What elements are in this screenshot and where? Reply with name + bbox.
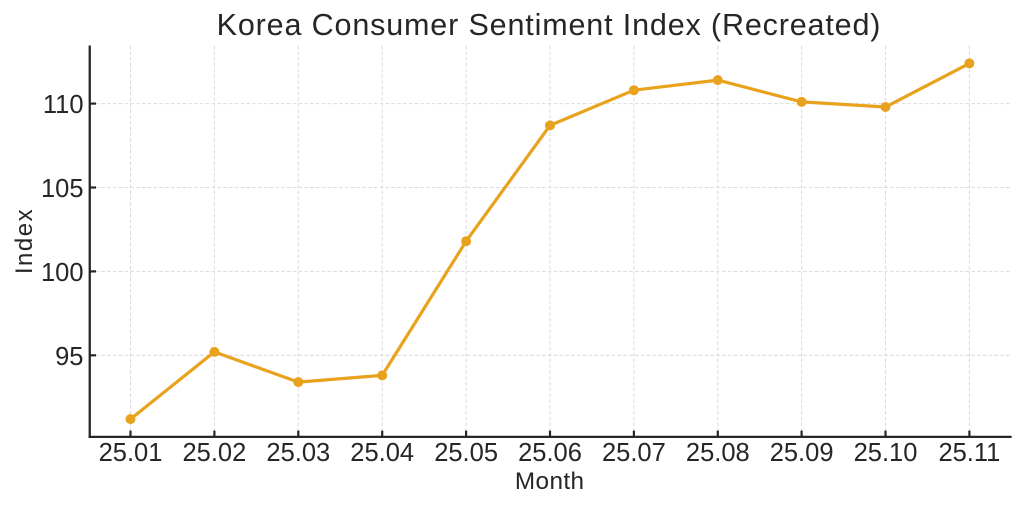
svg-text:25.04: 25.04	[350, 439, 414, 467]
svg-text:25.02: 25.02	[182, 439, 246, 467]
svg-text:25.06: 25.06	[518, 439, 582, 467]
svg-text:Korea Consumer Sentiment Index: Korea Consumer Sentiment Index (Recreate…	[217, 8, 882, 42]
svg-text:100: 100	[41, 259, 84, 287]
svg-text:25.07: 25.07	[602, 439, 666, 467]
svg-text:25.10: 25.10	[854, 439, 918, 467]
svg-text:25.09: 25.09	[770, 439, 834, 467]
svg-text:95: 95	[55, 343, 83, 371]
svg-text:25.05: 25.05	[434, 439, 498, 467]
svg-text:25.08: 25.08	[686, 439, 750, 467]
svg-text:Month: Month	[515, 468, 585, 495]
svg-text:25.03: 25.03	[266, 439, 330, 467]
svg-text:Index: Index	[11, 208, 38, 274]
svg-text:25.01: 25.01	[99, 439, 163, 467]
svg-text:25.11: 25.11	[938, 439, 1000, 467]
svg-text:110: 110	[43, 91, 84, 119]
svg-text:105: 105	[41, 175, 84, 203]
